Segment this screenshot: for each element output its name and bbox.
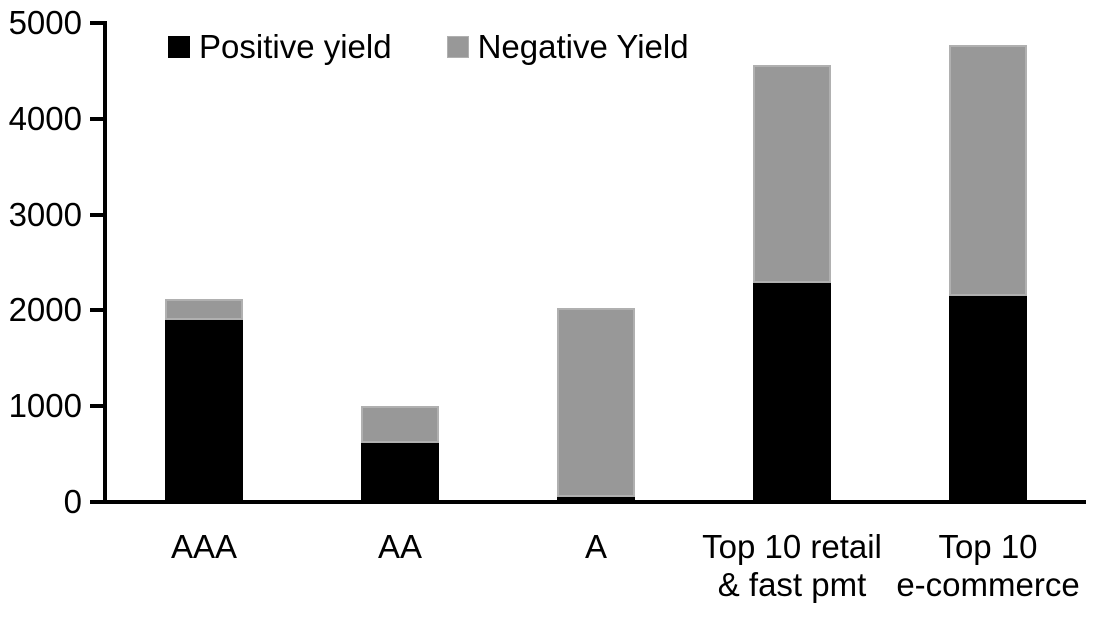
y-tick-label-1000: 1000 (8, 387, 82, 425)
bar-aa-negative-yield (361, 406, 439, 443)
bar-a-negative-yield (557, 307, 635, 498)
y-tick-mark-4000 (90, 116, 104, 121)
positive-yield-swatch-icon (168, 36, 190, 58)
legend-label-negative-yield: Negative Yield (477, 28, 689, 65)
x-axis (103, 500, 1086, 504)
bar-top-10-retail-fast-pmt-positive-yield (753, 282, 831, 502)
y-tick-label-4000: 4000 (8, 99, 82, 137)
bar-a-positive-yield (557, 497, 635, 502)
x-label-top-10-e-commerce: Top 10 e-commerce (896, 528, 1080, 603)
legend-item-negative-yield: Negative Yield (446, 28, 689, 66)
bar-top-10-e-commerce-negative-yield (949, 45, 1027, 297)
bar-aa-positive-yield (361, 442, 439, 502)
y-tick-mark-5000 (90, 21, 104, 25)
bar-aaa-positive-yield (165, 319, 243, 502)
legend-label-positive-yield: Positive yield (199, 28, 392, 65)
y-tick-mark-1000 (90, 404, 104, 409)
negative-yield-swatch-icon (446, 36, 469, 58)
y-tick-mark-3000 (90, 212, 104, 217)
bar-top-10-retail-fast-pmt-negative-yield (753, 65, 831, 283)
y-tick-label-3000: 3000 (8, 195, 82, 233)
x-label-aaa: AAA (170, 528, 238, 565)
x-label-aa: AA (377, 528, 423, 565)
x-label-top-10-retail-fast-pmt: Top 10 retail & fast pmt (702, 528, 882, 603)
y-tick-mark-0 (90, 500, 104, 504)
y-tick-label-0: 0 (63, 483, 82, 520)
y-tick-mark-2000 (90, 308, 104, 313)
y-axis (103, 21, 107, 504)
y-tick-label-5000: 5000 (8, 4, 82, 41)
x-label-a: A (584, 528, 607, 565)
y-tick-label-2000: 2000 (8, 291, 82, 329)
legend: Positive yield Negative Yield (168, 28, 689, 66)
bar-aaa-negative-yield (165, 298, 243, 320)
bar-top-10-e-commerce-positive-yield (949, 296, 1027, 502)
legend-item-positive-yield: Positive yield (168, 28, 392, 66)
